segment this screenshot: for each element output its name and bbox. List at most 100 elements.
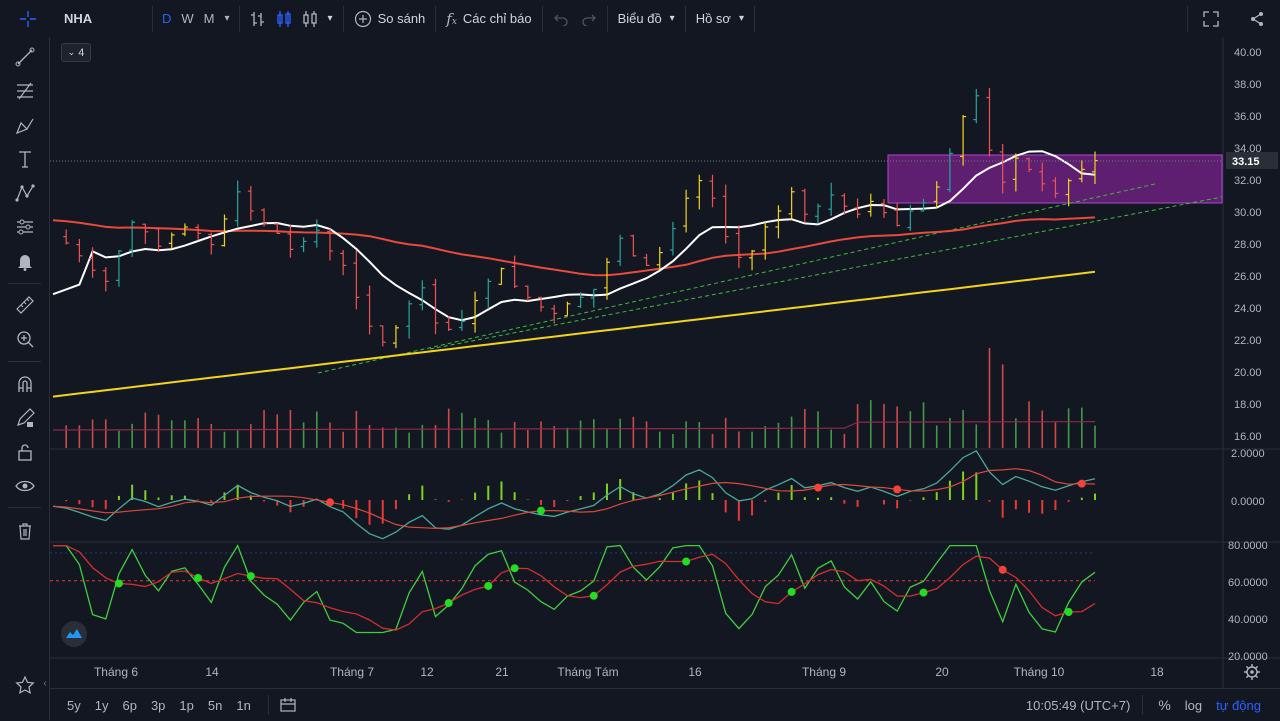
trendline-tool[interactable] <box>0 41 49 73</box>
divider <box>606 5 608 32</box>
chevron-down-icon[interactable]: ▾ <box>327 13 333 24</box>
percent-toggle[interactable]: % <box>1158 697 1171 713</box>
time-tick: Tháng 7 <box>330 665 374 679</box>
macd-cross-marker <box>1077 479 1086 488</box>
pattern-tool[interactable] <box>0 177 49 209</box>
profile-menu-button[interactable]: Hồ sơ ▾ <box>686 0 754 37</box>
profile-menu-label: Hồ sơ <box>695 11 731 26</box>
macd-signal-line <box>52 468 1096 530</box>
auto-scale-toggle[interactable]: tự động <box>1216 697 1261 713</box>
symbol-label: NHA <box>64 11 93 26</box>
rsi-cross-marker <box>682 557 691 566</box>
candles-icon[interactable] <box>276 10 292 28</box>
chart-area[interactable]: 40.00 38.00 36.00 34.00 32.00 30.00 28.0… <box>50 37 1280 688</box>
range-1m[interactable]: 1p <box>179 697 194 713</box>
function-icon: fx <box>446 9 457 28</box>
measure-icon <box>16 219 33 235</box>
price-tick: 20.00 <box>1234 367 1262 379</box>
interval-group: D W M ▾ <box>153 0 239 37</box>
chevron-down-icon[interactable]: ▾ <box>224 13 230 24</box>
interval-w[interactable]: W <box>181 11 194 26</box>
zoom-tool[interactable] <box>0 323 49 355</box>
symbol-search[interactable]: NHA <box>56 0 152 37</box>
redo-icon[interactable] <box>581 12 597 26</box>
indicators-button[interactable]: fx Các chỉ báo <box>436 0 541 37</box>
time-tick: 21 <box>495 665 509 679</box>
divider <box>8 507 41 508</box>
current-price-label: 33.15 <box>1232 156 1260 168</box>
range-3m[interactable]: 3p <box>150 697 166 713</box>
range-6m[interactable]: 6p <box>122 697 137 713</box>
price-tick: 24.00 <box>1234 303 1262 315</box>
time-tick: Tháng 10 <box>1014 665 1065 679</box>
compare-label: So sánh <box>377 11 426 26</box>
divider <box>435 5 437 32</box>
gear-icon[interactable] <box>1244 664 1260 680</box>
range-1y[interactable]: 1y <box>94 697 109 713</box>
text-icon <box>18 151 31 168</box>
divider <box>152 5 153 32</box>
chart-menu-button[interactable]: Biểu đồ ▾ <box>608 0 685 37</box>
indicators-label: Các chỉ báo <box>462 11 532 26</box>
magnet-tool[interactable] <box>0 368 49 400</box>
rsi-tick: 60.0000 <box>1228 577 1268 589</box>
range-5y[interactable]: 5y <box>67 697 81 713</box>
crosshair-mode-button[interactable] <box>0 0 56 37</box>
bottom-toolbar: 5y 1y 6p 3p 1p 5n 1n 10:05:49 (UTC+7) % … <box>50 688 1280 721</box>
price-tick: 18.00 <box>1234 399 1262 411</box>
rsi-cross-marker <box>114 579 123 588</box>
trendline-upper <box>317 183 1156 374</box>
range-5d[interactable]: 5n <box>207 697 223 713</box>
time-tick: Tháng Tám <box>557 665 618 679</box>
fib-tool[interactable] <box>0 75 49 107</box>
range-1d[interactable]: 1n <box>236 697 251 713</box>
fullscreen-button[interactable] <box>1188 0 1234 37</box>
collapse-toolbar-button[interactable]: ‹ <box>43 677 47 689</box>
divider <box>238 5 240 32</box>
rsi-cross-marker <box>1064 608 1073 617</box>
rsi-cross-marker <box>444 599 453 608</box>
zoom-icon <box>16 331 33 348</box>
unlock-icon <box>17 444 32 461</box>
eye-tool[interactable] <box>0 470 49 502</box>
undo-icon[interactable] <box>553 12 569 26</box>
time-tick: 20 <box>935 665 949 679</box>
price-tick: 26.00 <box>1234 271 1262 283</box>
unlock-tool[interactable] <box>0 436 49 468</box>
undo-redo-group <box>543 0 607 37</box>
magnet-icon <box>17 376 32 392</box>
price-tick: 30.00 <box>1234 207 1262 219</box>
lock-draw-tool[interactable] <box>0 402 49 434</box>
interval-d[interactable]: D <box>162 11 172 26</box>
bars-icon[interactable] <box>250 10 266 28</box>
macd-cross-marker <box>814 483 823 492</box>
trash-tool[interactable] <box>0 515 49 547</box>
volume-ma-line <box>53 421 1096 431</box>
price-tick: 16.00 <box>1234 431 1262 443</box>
compare-button[interactable]: So sánh <box>344 0 436 37</box>
rsi-tick: 40.0000 <box>1228 614 1268 626</box>
macd-cross-marker <box>893 485 902 494</box>
hollow-candles-icon[interactable] <box>302 10 318 28</box>
interval-m[interactable]: M <box>203 11 215 26</box>
macd-line <box>52 449 1096 540</box>
calendar-goto-icon[interactable] <box>279 697 297 713</box>
favorites-tool[interactable] <box>0 669 49 701</box>
divider <box>1142 695 1144 715</box>
brush-tool[interactable] <box>0 109 49 141</box>
ruler-tool[interactable] <box>0 289 49 321</box>
alert-tool[interactable] <box>0 245 49 277</box>
log-toggle[interactable]: log <box>1184 697 1203 713</box>
measure-tool[interactable] <box>0 211 49 243</box>
top-toolbar: NHA D W M ▾ ▾ So sánh fx Các chỉ báo Biể… <box>0 0 1280 38</box>
share-button[interactable] <box>1234 0 1280 37</box>
current-price-label-bg <box>1226 152 1278 169</box>
price-tick: 38.00 <box>1234 79 1262 91</box>
time-axis: Tháng 6 14 Tháng 7 12 21 Tháng Tám 16 Th… <box>94 665 1164 679</box>
ma200-line <box>52 270 1096 398</box>
text-tool[interactable] <box>0 143 49 175</box>
time-tick: Tháng 9 <box>802 665 846 679</box>
time-tick: 16 <box>688 665 702 679</box>
clock-label[interactable]: 10:05:49 (UTC+7) <box>1025 697 1131 713</box>
legend-toggle[interactable]: ⌄ 4 <box>61 43 91 62</box>
